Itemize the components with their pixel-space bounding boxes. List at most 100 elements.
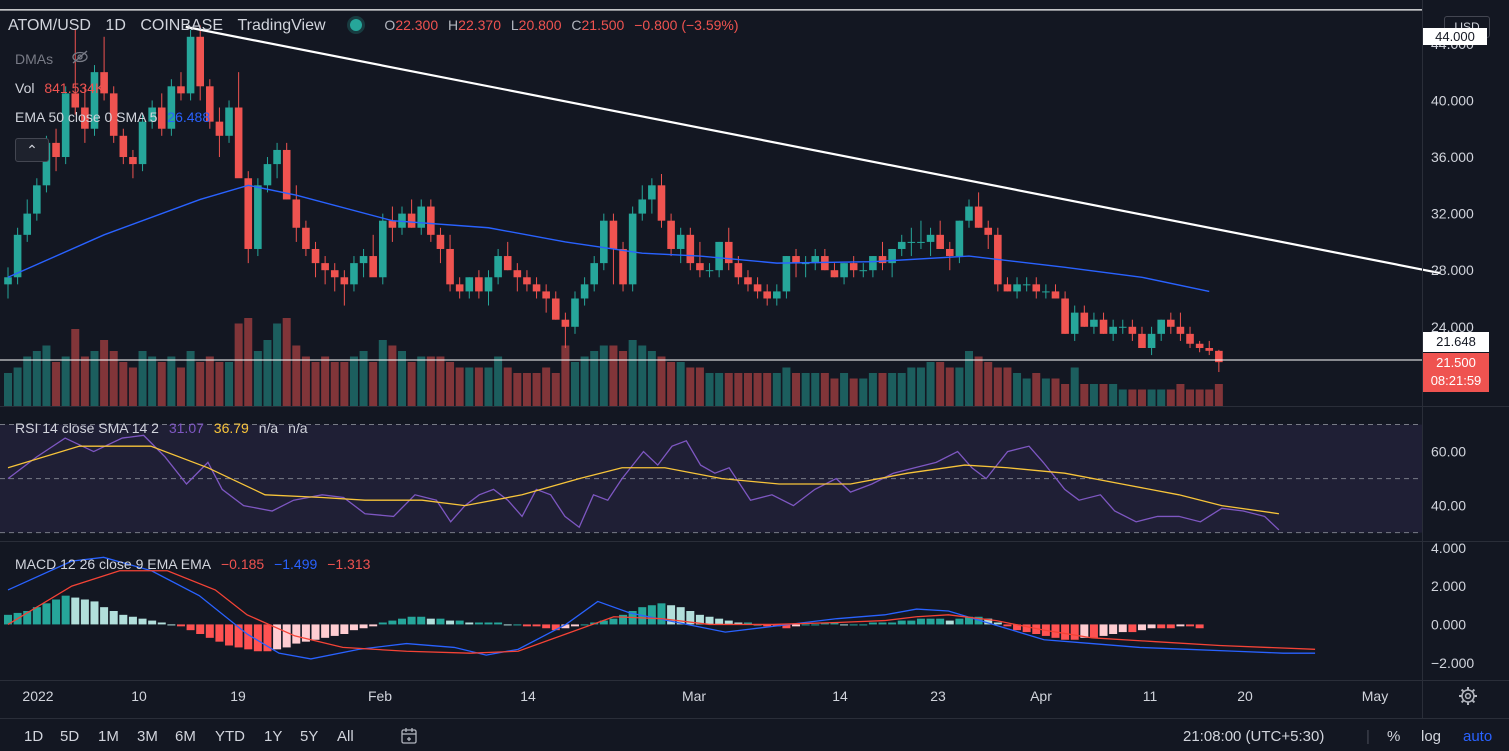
candle-body xyxy=(1147,333,1156,348)
candle-body xyxy=(532,284,541,292)
volume-bar xyxy=(71,329,80,406)
volume-bar xyxy=(715,373,724,406)
candle-body xyxy=(225,107,233,136)
candle-body xyxy=(1167,319,1175,327)
candle-body xyxy=(81,107,89,129)
interval[interactable]: 1D xyxy=(105,17,126,34)
time-axis-label: 23 xyxy=(930,688,946,704)
macd-hist-bar xyxy=(686,611,695,625)
macd-hist-bar xyxy=(503,624,512,626)
macd-hist-bar xyxy=(52,599,61,625)
macd-hist-bar xyxy=(263,624,272,652)
timeframe-1y[interactable]: 1Y xyxy=(264,728,283,745)
timeframe-1d[interactable]: 1D xyxy=(24,728,44,745)
macd-hist-bar xyxy=(1195,624,1204,629)
timeframe-5d[interactable]: 5D xyxy=(60,728,80,745)
collapse-legend-button[interactable]: ⌃ xyxy=(15,138,49,162)
candle-body xyxy=(724,241,733,264)
time-axis-label: Feb xyxy=(368,688,392,704)
candle-body xyxy=(705,270,714,272)
symbol-header[interactable]: ATOM/USD 1D COINBASE TradingView O22.300… xyxy=(8,17,751,35)
macd-hist-bar xyxy=(330,624,339,636)
auto-toggle[interactable]: auto xyxy=(1463,728,1493,745)
volume-bar xyxy=(811,373,820,406)
trend-line[interactable] xyxy=(185,25,1441,275)
macd-hist-bar xyxy=(109,611,118,625)
candle-body xyxy=(1061,298,1069,334)
eye-hidden-icon[interactable] xyxy=(71,50,89,67)
volume-bar xyxy=(436,356,445,406)
candle-body xyxy=(1138,333,1146,348)
timeframe-3m[interactable]: 3M xyxy=(137,728,158,745)
open-label: O xyxy=(384,17,396,33)
candle-body xyxy=(571,298,579,327)
low-label: L xyxy=(510,17,519,33)
percent-toggle[interactable]: % xyxy=(1387,728,1401,745)
candle-body xyxy=(359,256,368,264)
macd-hist-bar xyxy=(907,620,916,625)
volume-bar xyxy=(273,323,282,406)
volume-bar xyxy=(157,362,166,406)
ema-legend[interactable]: EMA 50 close 0 SMA 5 26.488 xyxy=(15,109,216,125)
candle-body xyxy=(282,149,291,200)
timeframe-5y[interactable]: 5Y xyxy=(300,728,319,745)
candle-body xyxy=(1205,348,1214,351)
candle-body xyxy=(600,220,608,264)
candle-body xyxy=(763,291,771,299)
timeframe-1m[interactable]: 1M xyxy=(98,728,119,745)
volume-bar xyxy=(167,356,176,406)
settings-gear-icon[interactable] xyxy=(1458,686,1478,706)
volume-bar xyxy=(686,367,695,406)
candle-body xyxy=(667,220,675,249)
macd-hist-bar xyxy=(763,624,772,627)
candle-body xyxy=(773,291,781,299)
macd-hist-bar xyxy=(119,614,128,625)
volume-bar xyxy=(90,351,99,406)
volume-bar xyxy=(916,367,925,406)
timeframe-6m[interactable]: 6M xyxy=(175,728,196,745)
volume-bar xyxy=(840,373,849,406)
timeframe-ytd[interactable]: YTD xyxy=(215,728,245,745)
macd-legend[interactable]: MACD 12 26 close 9 EMA EMA −0.185 −1.499… xyxy=(15,556,376,572)
rsi-legend[interactable]: RSI 14 close SMA 14 2 31.07 36.79 n/a n/… xyxy=(15,420,314,436)
candle-body xyxy=(398,213,406,228)
exchange: COINBASE xyxy=(140,17,224,34)
time-axis-label: 10 xyxy=(131,688,147,704)
volume-bar xyxy=(570,362,579,406)
log-toggle[interactable]: log xyxy=(1421,728,1442,745)
volume-bar xyxy=(1080,384,1089,406)
candle-body xyxy=(974,206,983,228)
clock-time[interactable]: 21:08:00 (UTC+5:30) xyxy=(1183,728,1325,745)
volume-bar xyxy=(128,367,137,406)
symbol-name[interactable]: ATOM/USD xyxy=(8,17,91,34)
volume-bar xyxy=(792,373,801,406)
volume-bar xyxy=(1003,367,1012,406)
macd-hist-bar xyxy=(369,624,378,627)
volume-legend[interactable]: Vol 841.534K xyxy=(15,80,110,96)
macd-hist-bar xyxy=(830,622,839,625)
timeframe-all[interactable]: All xyxy=(337,728,354,745)
rsi-axis-label: 40.00 xyxy=(1431,498,1466,514)
volume-bar xyxy=(849,378,858,406)
candle-body xyxy=(52,142,60,158)
macd-hist-bar xyxy=(1061,624,1070,640)
macd-hist-bar xyxy=(926,618,935,625)
volume-bar xyxy=(724,373,733,406)
candle-body xyxy=(849,263,858,271)
candle-body xyxy=(984,227,993,235)
candle-body xyxy=(292,199,301,228)
candle-body xyxy=(263,164,272,186)
candle-body xyxy=(4,277,12,285)
macd-hist-bar xyxy=(1176,624,1185,627)
macd-hist-bar xyxy=(945,620,954,625)
volume-bar xyxy=(109,351,118,406)
macd-hist-bar xyxy=(580,624,589,626)
calendar-range-icon[interactable] xyxy=(400,727,418,745)
macd-hist-bar xyxy=(42,603,51,625)
macd-hist-bar xyxy=(801,624,810,626)
dmas-legend[interactable]: DMAs xyxy=(15,50,95,67)
candle-body xyxy=(407,213,416,228)
candle-body xyxy=(1032,284,1041,292)
volume-bar xyxy=(330,362,339,406)
